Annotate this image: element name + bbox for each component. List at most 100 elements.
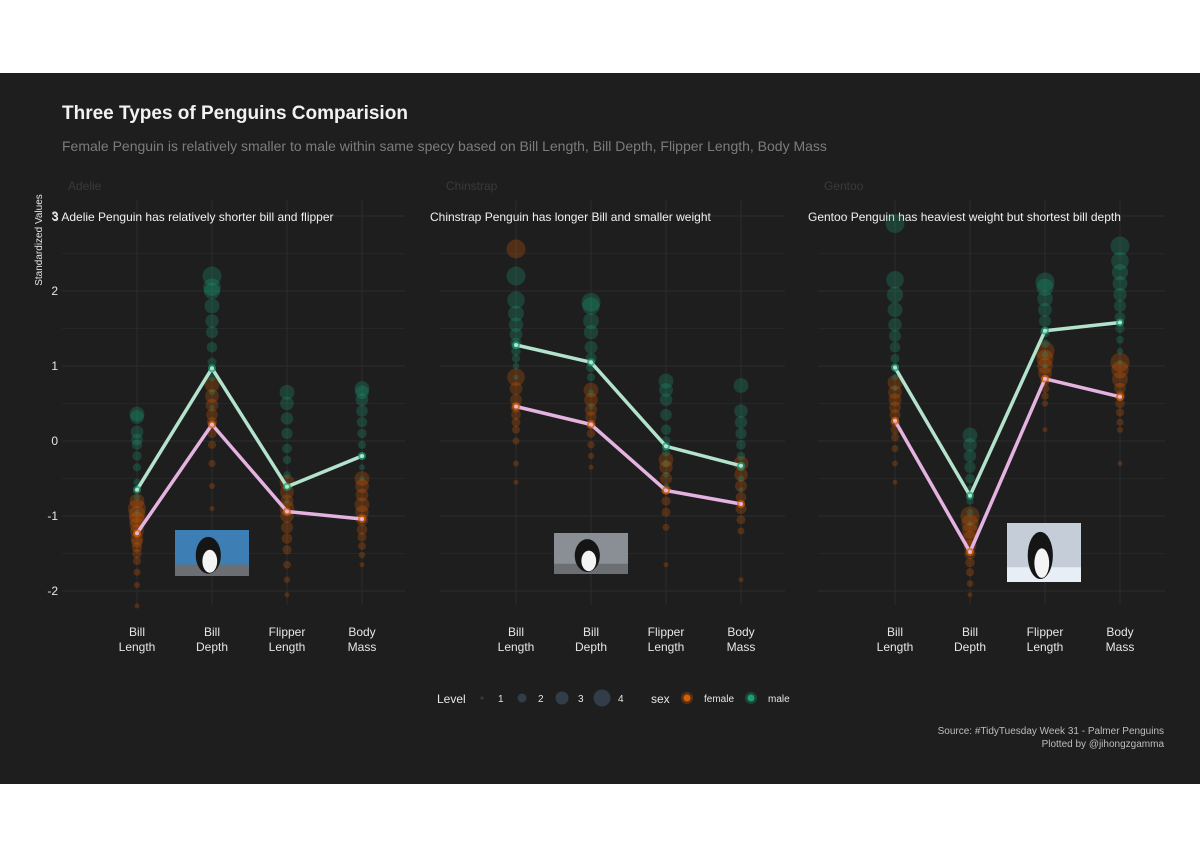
x-tick-label-line: Bill: [204, 625, 220, 639]
x-tick-label: Flipper Length: [269, 625, 306, 654]
mean-point-core-female: [360, 517, 364, 521]
scatter-point-female: [205, 398, 219, 412]
scatter-point-male: [357, 428, 367, 439]
x-tick-label-line: Bill: [129, 625, 145, 639]
scatter-point-male: [131, 439, 143, 450]
scatter-point-female: [889, 401, 901, 414]
scatter-point-male: [282, 443, 292, 454]
scatter-point-female: [736, 515, 746, 525]
scatter-point-male: [508, 317, 524, 332]
scatter-point-male: [1036, 278, 1054, 296]
scatter-point-male: [1038, 302, 1052, 317]
scatter-point-female: [661, 507, 671, 517]
mean-point-core-male: [893, 365, 897, 370]
scatter-point-female: [737, 527, 745, 535]
scatter-point-female: [887, 375, 903, 390]
scatter-point-male: [357, 440, 367, 449]
scatter-point-male: [962, 427, 978, 443]
legend-size-key: [555, 691, 569, 705]
x-tick-label-line: Depth: [575, 640, 607, 654]
facet-strip-label: Adelie: [68, 179, 102, 193]
x-tick-label-line: Length: [1027, 640, 1064, 654]
series-line-female: [893, 377, 1121, 554]
legend-size-label: 3: [578, 694, 584, 705]
legend: Level 1 2 3 4 sex female male: [437, 689, 790, 707]
panel-annotation: Chinstrap Penguin has longer Bill and sm…: [430, 210, 711, 224]
x-tick-label-line: Bill: [887, 625, 903, 639]
penguin-belly-icon: [1034, 548, 1050, 578]
scatter-point-female: [513, 460, 519, 467]
scatter-point-female: [281, 533, 293, 544]
scatter-point-male: [892, 386, 898, 391]
scatter-point-male: [354, 381, 370, 396]
scatter-point-male: [356, 417, 368, 428]
scatter-point-male: [887, 302, 903, 318]
scatter-point-male: [1114, 300, 1126, 312]
scatter-point-female: [1041, 400, 1049, 407]
scatter-point-male: [736, 451, 746, 461]
scatter-point-male: [207, 357, 217, 367]
x-tick-label-line: Bill: [583, 625, 599, 639]
scatter-point-male: [886, 270, 904, 289]
scatter-point-male: [584, 340, 598, 354]
x-tick-label-line: Flipper: [269, 625, 306, 639]
legend-color-label: female: [704, 694, 734, 705]
legend-size-label: 1: [498, 694, 504, 705]
x-tick-label-line: Length: [119, 640, 156, 654]
scatter-point-male: [209, 404, 215, 410]
scatter-point-male: [129, 406, 145, 422]
mean-point-core-female: [739, 502, 743, 506]
scatter-point-female: [131, 536, 143, 548]
scatter-point-female: [132, 556, 142, 566]
scatter-point-female: [355, 505, 369, 519]
scatter-point-male: [588, 404, 594, 410]
scatter-point-male: [1116, 335, 1124, 344]
scatter-point-female: [966, 580, 974, 587]
scatter-point-female: [207, 428, 217, 439]
legend-size-label: 4: [618, 694, 624, 705]
scatter-point-male: [660, 408, 672, 421]
y-tick-label: 3: [51, 209, 58, 223]
y-tick-label: -2: [47, 584, 58, 598]
scatter-point-male: [886, 286, 904, 303]
scatter-point-female: [962, 523, 978, 539]
x-tick-label-line: Mass: [348, 640, 377, 654]
scatter-point-male: [509, 328, 523, 341]
scatter-point-male: [512, 362, 520, 370]
mean-point-core-female: [135, 531, 139, 536]
scatter-point-female: [513, 479, 519, 485]
scatter-point-male: [738, 487, 744, 493]
scatter-point-female: [584, 403, 598, 416]
scatter-point-male: [203, 278, 221, 297]
scatter-point-female: [1037, 358, 1053, 374]
scatter-point-male: [658, 373, 674, 389]
scatter-point-female: [1035, 341, 1055, 361]
scatter-point-male: [359, 476, 365, 481]
scatter-point-male: [733, 378, 749, 393]
scatter-point-male: [506, 266, 526, 286]
scatter-point-female: [129, 511, 145, 528]
scatter-point-female: [735, 491, 747, 503]
scatter-point-male: [208, 373, 216, 382]
scatter-point-female: [1117, 461, 1123, 466]
scatter-point-male: [1116, 347, 1124, 355]
mean-point-core-female: [893, 418, 897, 423]
scatter-point-male: [588, 389, 594, 396]
scatter-point-female: [735, 480, 747, 492]
scatter-point-male: [131, 433, 143, 446]
y-tick-label: 2: [51, 284, 58, 298]
caption-source: Source: #TidyTuesday Week 31 - Palmer Pe…: [937, 726, 1164, 737]
scatter-point-male: [735, 427, 747, 440]
x-tick-label-line: Depth: [196, 640, 228, 654]
scatter-point-female: [961, 514, 979, 533]
scatter-point-male: [1112, 276, 1128, 291]
scatter-point-female: [207, 440, 217, 449]
scatter-point-male: [586, 373, 596, 382]
scatter-point-male: [1039, 315, 1051, 327]
scatter-point-female: [507, 368, 525, 387]
scatter-point-male: [663, 471, 669, 478]
scatter-point-female: [355, 488, 369, 502]
x-tick-label-line: Length: [498, 640, 535, 654]
scatter-point-male: [356, 405, 368, 417]
scatter-point-female: [356, 524, 368, 535]
